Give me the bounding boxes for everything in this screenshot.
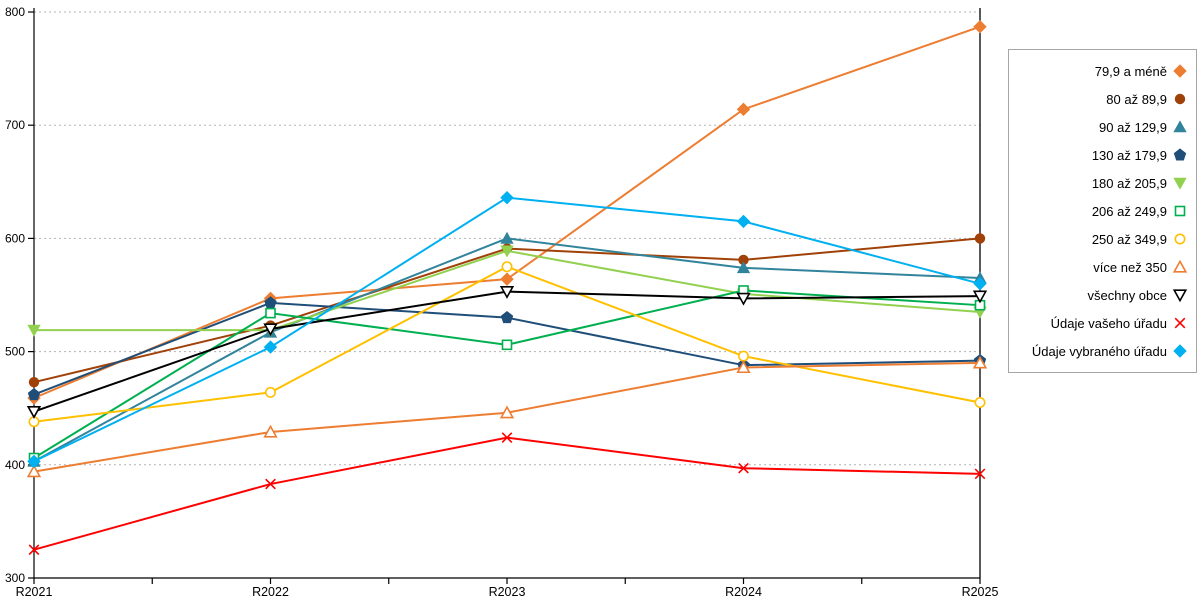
data-point-marker-s9-R2025	[974, 468, 986, 480]
legend-marker-5	[1174, 205, 1186, 217]
data-point-marker-s4-R2021	[27, 324, 41, 337]
legend-item-3: 130 až 179,9	[1015, 141, 1188, 169]
data-point-marker-s7-R2022	[263, 424, 278, 438]
x-tick-label: R2023	[489, 585, 526, 599]
y-tick-label: 400	[5, 458, 25, 472]
data-point-marker-s2-R2023	[500, 231, 514, 244]
data-point-marker-s0-R2025	[973, 20, 987, 34]
legend-marker-2	[1173, 120, 1187, 133]
data-point-marker-s3-R2021	[27, 387, 41, 401]
legend-marker-4	[1173, 177, 1187, 190]
data-point-marker-s7-R2024	[736, 360, 751, 374]
legend-label: 80 až 89,9	[1106, 91, 1167, 107]
data-point-marker-s10-R2023	[500, 190, 514, 205]
data-point-marker-s8-R2021	[26, 405, 42, 419]
legend-item-2: 90 až 129,9	[1015, 113, 1188, 141]
data-point-marker-s8-R2024	[736, 292, 751, 306]
chart-legend: 79,9 a méně 80 až 89,9 90 až 129,9 130 až 1…	[1008, 49, 1197, 373]
triangle-down-marker-icon	[1172, 289, 1188, 303]
triangle-up-marker-icon	[1172, 259, 1188, 273]
data-point-marker-s10-R2025	[973, 276, 987, 291]
triangle-down-marker-icon	[1173, 177, 1187, 190]
legend-label: 130 až 179,9	[1091, 147, 1167, 163]
data-point-marker-s10-R2021	[27, 454, 41, 469]
data-point-marker-s7-R2021	[26, 464, 42, 478]
data-point-marker-s2-R2024	[736, 261, 751, 274]
x-tick-label: R2025	[962, 585, 999, 599]
data-point-marker-s9-R2021	[28, 544, 40, 556]
diamond-marker-icon	[1173, 344, 1187, 358]
legend-marker-7	[1172, 259, 1188, 273]
y-tick-label: 600	[5, 231, 25, 245]
legend-item-4: 180 až 205,9	[1015, 169, 1188, 197]
legend-label: 79,9 a méně	[1094, 63, 1167, 79]
data-point-marker-s6-R2022	[264, 386, 276, 398]
data-point-marker-s10-R2022	[263, 340, 278, 354]
legend-marker-9	[1174, 317, 1186, 329]
data-point-marker-s7-R2025	[972, 355, 988, 369]
data-point-marker-s3-R2023	[500, 311, 514, 324]
data-point-marker-s7-R2023	[499, 405, 515, 419]
data-point-marker-s10-R2024	[736, 214, 751, 229]
legend-item-1: 80 až 89,9	[1015, 85, 1188, 113]
series-line-9	[33, 436, 981, 551]
legend-marker-1	[1174, 93, 1186, 105]
data-point-marker-s8-R2023	[499, 286, 515, 299]
y-tick-label: 700	[5, 118, 25, 132]
series-line-1	[33, 237, 981, 384]
legend-marker-0	[1173, 64, 1187, 78]
legend-label: Údaje vybraného úřadu	[1031, 343, 1167, 359]
legend-item-0: 79,9 a méně	[1015, 57, 1188, 85]
legend-label: všechny obce	[1087, 287, 1168, 303]
y-tick-label: 300	[5, 571, 25, 585]
legend-marker-3	[1173, 148, 1187, 161]
data-point-marker-s9-R2023	[501, 432, 513, 443]
legend-label: více než 350	[1093, 259, 1167, 275]
legend-label: 250 až 349,9	[1091, 231, 1167, 247]
data-point-marker-s6-R2024	[737, 350, 749, 362]
data-point-marker-s5-R2022	[265, 307, 276, 319]
data-point-marker-s1-R2021	[28, 376, 40, 388]
x-tick-label: R2022	[252, 585, 289, 599]
legend-item-5: 206 až 249,9	[1015, 197, 1188, 225]
legend-label: 90 až 129,9	[1099, 119, 1167, 135]
data-point-marker-s0-R2023	[500, 272, 514, 286]
legend-marker-10	[1173, 344, 1187, 358]
x-tick-label: R2021	[16, 585, 53, 599]
diamond-marker-icon	[1173, 64, 1187, 78]
legend-label: 180 až 205,9	[1091, 175, 1167, 191]
data-point-marker-s9-R2022	[265, 478, 276, 490]
x-tick-label: R2024	[725, 585, 762, 599]
triangle-up-marker-icon	[1173, 120, 1187, 133]
legend-item-9: Údaje vašeho úřadu	[1015, 309, 1188, 337]
legend-item-8: všechny obce	[1015, 281, 1188, 309]
circle-marker-icon	[1174, 93, 1186, 105]
data-point-marker-s6-R2023	[501, 261, 513, 273]
legend-marker-6	[1174, 233, 1186, 245]
data-point-marker-s9-R2024	[738, 462, 749, 474]
data-point-marker-s1-R2025	[974, 233, 986, 244]
data-point-marker-s0-R2024	[736, 102, 751, 117]
legend-item-6: 250 až 349,9	[1015, 225, 1188, 253]
data-point-marker-s4-R2023	[500, 245, 514, 258]
data-point-marker-s5-R2023	[501, 339, 513, 351]
data-point-marker-s8-R2022	[263, 323, 278, 337]
legend-item-10: Údaje vybraného úřadu	[1015, 337, 1188, 365]
pentagon-marker-icon	[1173, 148, 1187, 161]
circle-marker-icon	[1174, 233, 1186, 245]
square-marker-icon	[1174, 205, 1186, 217]
data-point-marker-s8-R2025	[972, 290, 988, 304]
legend-item-7: více než 350	[1015, 253, 1188, 281]
y-tick-label: 500	[5, 345, 25, 359]
legend-label: 206 až 249,9	[1091, 203, 1167, 219]
legend-label: Údaje vašeho úřadu	[1050, 315, 1167, 331]
data-point-marker-s6-R2025	[974, 397, 986, 409]
legend-marker-8	[1172, 289, 1188, 303]
y-tick-label: 800	[5, 5, 25, 19]
x-marker-icon	[1174, 317, 1186, 329]
